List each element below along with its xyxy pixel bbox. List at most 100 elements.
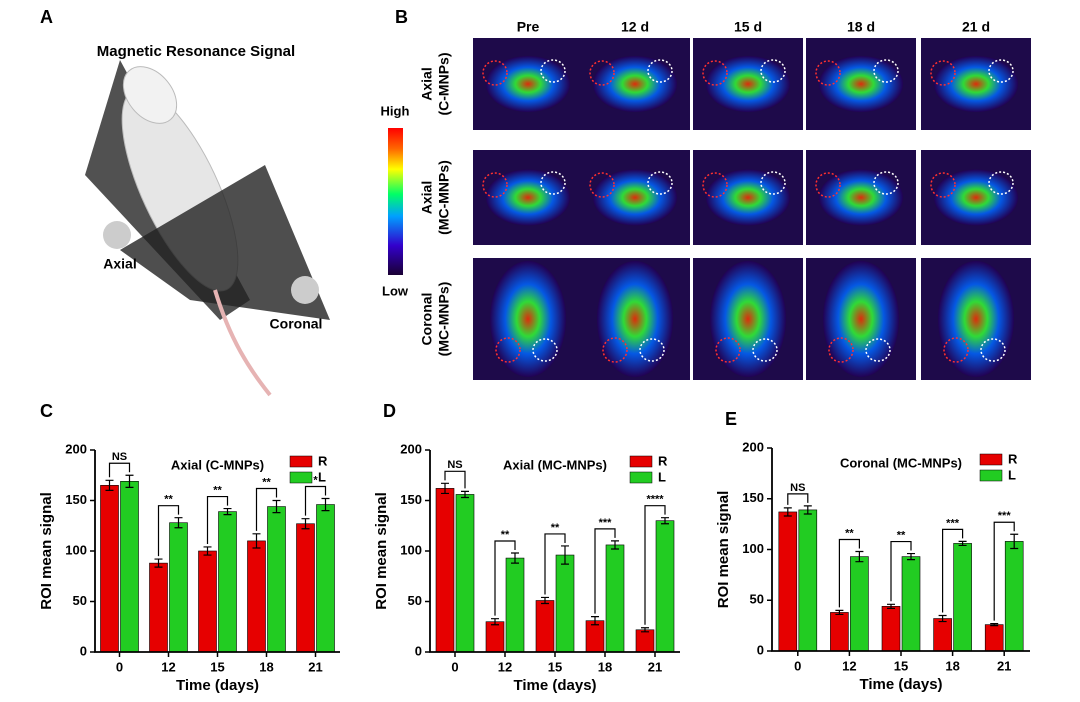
error-bar bbox=[591, 616, 599, 626]
bar bbox=[455, 494, 475, 653]
chart-title: Axial (MC-MNPs) bbox=[503, 457, 607, 472]
error-bar bbox=[1010, 533, 1019, 550]
bar bbox=[953, 543, 972, 652]
row-label: Axial bbox=[419, 181, 435, 214]
y-tick-label: 150 bbox=[742, 490, 764, 505]
error-bar bbox=[441, 482, 449, 495]
significance-bracket bbox=[787, 493, 809, 505]
roi-right bbox=[482, 172, 508, 198]
axes bbox=[94, 450, 340, 653]
error-bar bbox=[611, 540, 619, 550]
legend-label: L bbox=[1008, 467, 1016, 482]
mri-tissue bbox=[593, 56, 677, 112]
bar bbox=[485, 621, 505, 653]
roi-left bbox=[532, 338, 558, 362]
bar bbox=[984, 624, 1004, 652]
significance-bracket bbox=[644, 505, 666, 625]
error-bar bbox=[321, 497, 330, 512]
y-tick-label: 0 bbox=[757, 642, 764, 657]
bar bbox=[1004, 541, 1024, 652]
roi-right bbox=[495, 337, 521, 363]
y-tick-label: 0 bbox=[415, 643, 422, 658]
roi-left bbox=[988, 59, 1014, 83]
significance-label: **** bbox=[646, 494, 664, 506]
significance-label: ** bbox=[501, 529, 510, 541]
roi-left bbox=[760, 59, 786, 83]
legend-label: R bbox=[318, 453, 328, 468]
legend-label: L bbox=[318, 469, 326, 484]
significance-label: *** bbox=[946, 517, 960, 529]
error-bar bbox=[803, 505, 812, 515]
significance-bracket bbox=[544, 533, 566, 595]
panel-label: A bbox=[40, 7, 53, 27]
error-bar bbox=[990, 622, 999, 627]
error-bar bbox=[783, 507, 792, 517]
error-bar bbox=[958, 540, 967, 547]
bar bbox=[296, 523, 315, 653]
bar bbox=[555, 554, 575, 653]
legend-label: R bbox=[658, 453, 668, 468]
error-bar bbox=[835, 609, 844, 616]
error-bar bbox=[541, 596, 549, 605]
roi-right bbox=[702, 60, 728, 86]
row-label: (C-MNPs) bbox=[436, 53, 452, 116]
bar bbox=[505, 557, 525, 653]
significance-bracket bbox=[942, 528, 964, 613]
bar bbox=[435, 488, 455, 653]
y-tick-label: 50 bbox=[73, 593, 87, 608]
axes bbox=[429, 450, 680, 653]
error-bar bbox=[203, 546, 212, 556]
bar bbox=[585, 620, 605, 653]
significance-bracket bbox=[594, 528, 616, 614]
bar bbox=[850, 556, 869, 652]
error-bar bbox=[855, 550, 864, 563]
bar bbox=[120, 481, 139, 653]
mri-tissue bbox=[597, 261, 673, 377]
error-bar bbox=[661, 517, 669, 525]
error-bar bbox=[561, 545, 569, 565]
x-tick-label: 18 bbox=[598, 659, 612, 674]
legend-swatch bbox=[289, 455, 313, 468]
significance-bracket bbox=[494, 540, 516, 616]
x-tick-label: 0 bbox=[451, 659, 458, 674]
roi-left bbox=[647, 59, 673, 83]
roi-left bbox=[980, 338, 1006, 362]
y-tick-label: 0 bbox=[80, 643, 87, 658]
mri-tissue bbox=[486, 56, 570, 112]
chart-title: Axial (C-MNPs) bbox=[171, 457, 264, 472]
legend-swatch bbox=[629, 455, 653, 468]
mri-tissue bbox=[710, 261, 786, 377]
mri-tissue bbox=[486, 169, 570, 226]
error-bar bbox=[125, 474, 134, 488]
x-axis-label: Time (days) bbox=[859, 676, 942, 693]
mri-tissue bbox=[934, 56, 1018, 112]
legend-label: L bbox=[658, 469, 666, 484]
x-tick-label: 12 bbox=[161, 659, 175, 674]
roi-left bbox=[865, 338, 891, 362]
row-label: (MC-MNPs) bbox=[436, 160, 452, 235]
mri-tissue bbox=[490, 261, 566, 377]
bar bbox=[198, 550, 217, 653]
bar bbox=[901, 556, 921, 652]
roi-right bbox=[589, 172, 615, 198]
x-tick-label: 21 bbox=[308, 659, 322, 674]
significance-label: NS bbox=[790, 482, 805, 494]
bar bbox=[655, 520, 675, 653]
roi-left bbox=[647, 171, 673, 195]
error-bar bbox=[301, 518, 310, 530]
y-tick-label: 150 bbox=[65, 492, 87, 507]
roi-right bbox=[702, 172, 728, 198]
x-tick-label: 15 bbox=[548, 659, 562, 674]
x-tick-label: 18 bbox=[945, 658, 959, 673]
significance-bracket bbox=[108, 462, 131, 478]
legend-swatch bbox=[979, 469, 1003, 482]
bar bbox=[169, 522, 188, 653]
x-tick-label: 15 bbox=[210, 659, 224, 674]
roi-left bbox=[873, 171, 899, 195]
bar bbox=[100, 485, 119, 653]
bar bbox=[218, 511, 237, 653]
column-header: 12 d bbox=[621, 19, 649, 35]
error-bar bbox=[491, 618, 499, 626]
roi-left bbox=[873, 59, 899, 83]
